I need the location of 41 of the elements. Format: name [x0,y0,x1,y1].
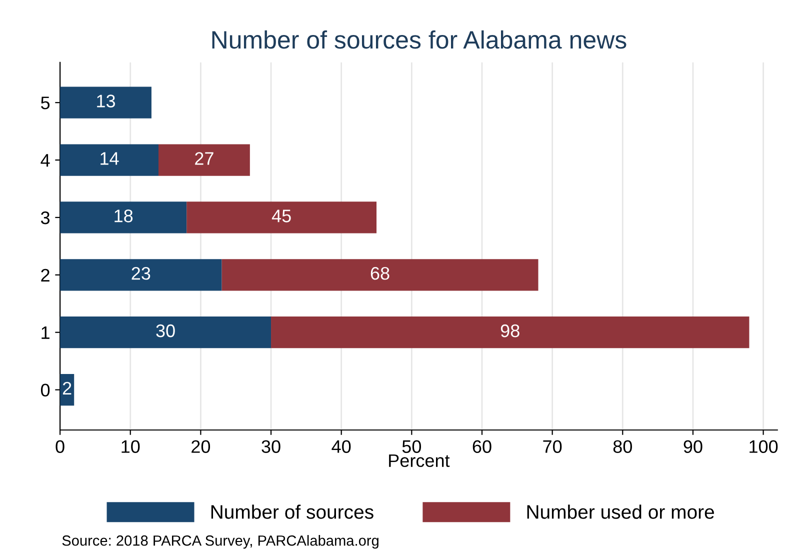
data-label: 2 [62,382,72,394]
bar [60,144,158,176]
bar [60,316,272,348]
x-axis-title: Percent [389,454,450,468]
x-tick-label: 80 [613,440,632,453]
y-tick-label: 1 [42,326,50,339]
source-note: Source: 2018 PARCA Survey, PARCAlabama.org [62,535,378,549]
x-tick-label: 50 [402,440,422,453]
y-tick-label: 4 [40,154,50,167]
bar [222,259,538,291]
x-tick-label: 60 [472,440,492,453]
x-tick-label: 100 [750,440,778,453]
x-tick-label: 40 [332,440,351,453]
y-tick-label: 5 [41,96,50,110]
x-tick-label: 90 [684,440,702,453]
x-tick-label: 30 [262,440,280,453]
bar [271,316,750,348]
y-tick-label: 2 [41,268,50,282]
y-tick-label: 3 [40,211,50,224]
x-tick-label: 70 [543,440,562,453]
y-tick-label: 0 [40,384,50,397]
bar [158,144,250,176]
legend-label: Number used or more [527,504,714,519]
total-label: 98 [500,324,520,338]
data-label: 14 [100,152,119,165]
bar [186,202,377,234]
x-tick-label: 20 [192,440,210,453]
total-label: 68 [370,266,390,280]
x-tick-label: 10 [122,440,140,453]
data-label: 18 [114,210,133,222]
total-label: 27 [195,152,214,165]
legend-label: Number of sources [211,504,374,519]
data-label: 13 [97,94,115,108]
data-label: 23 [132,266,150,280]
data-label: 30 [156,324,175,338]
total-label: 45 [272,210,291,222]
chart-title: Number of sources for Alabama news [212,30,626,49]
bar [60,259,222,291]
bar [60,202,187,234]
x-tick-label: 0 [56,440,64,453]
bar [60,86,152,118]
